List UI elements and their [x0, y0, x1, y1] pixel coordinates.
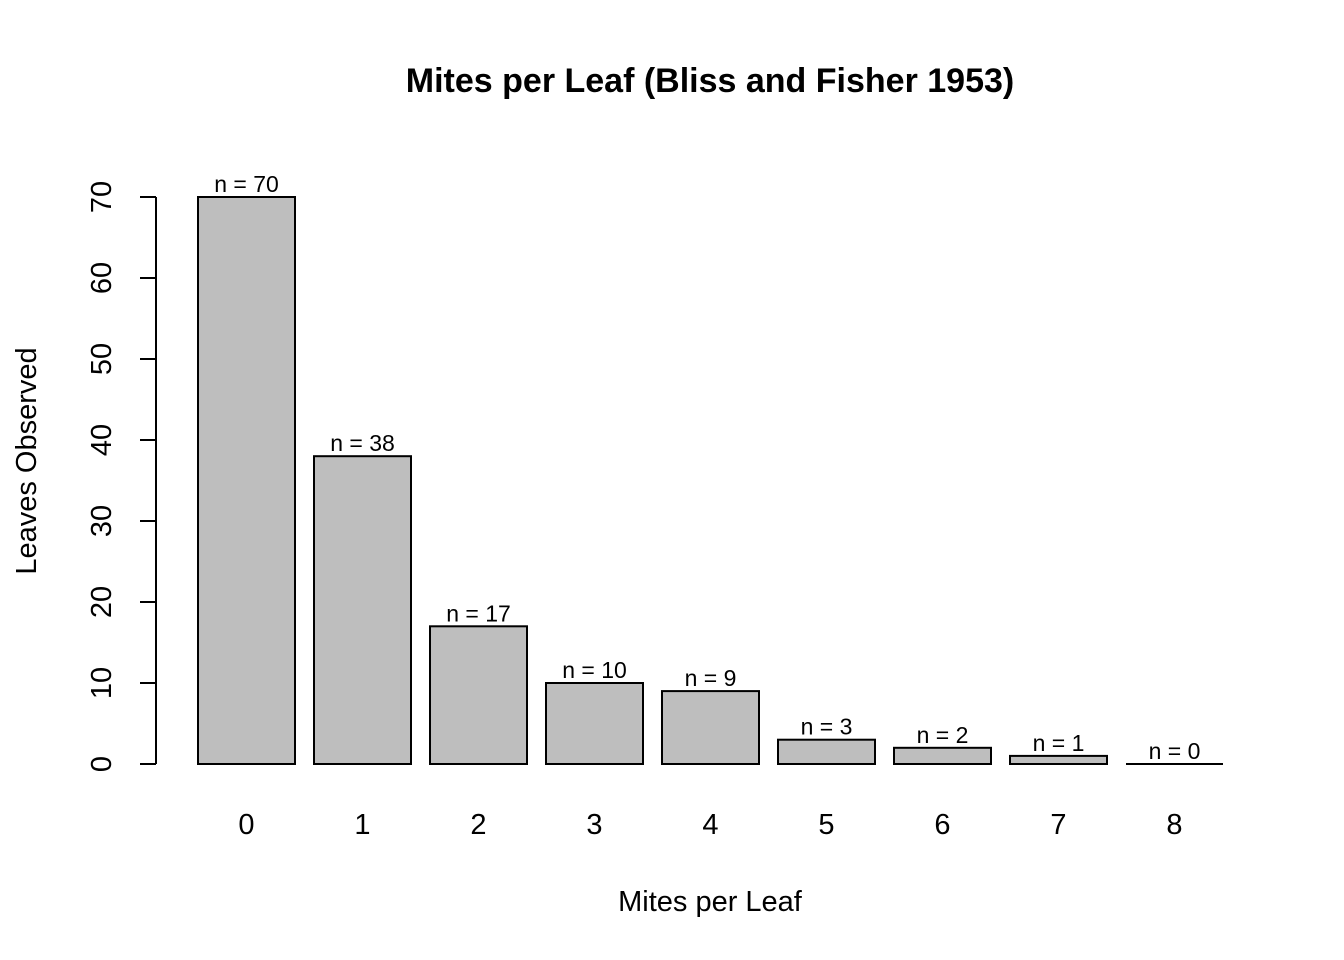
- y-tick-label: 0: [86, 756, 118, 772]
- bar-data-label: n = 3: [801, 714, 853, 740]
- chart-title: Mites per Leaf (Bliss and Fisher 1953): [406, 62, 1014, 100]
- bar-data-label: n = 17: [446, 600, 511, 626]
- bar-data-label: n = 0: [1149, 738, 1201, 764]
- data-labels: n = 70 n = 38 n = 17 n = 10 n = 9 n = 3 n = 2 n…: [214, 171, 1200, 764]
- x-tick-label: 5: [818, 809, 834, 841]
- bar-4: [661, 690, 760, 765]
- bar-data-label: n = 10: [562, 657, 627, 683]
- x-tick-label: 3: [586, 809, 602, 841]
- x-tick-label: 7: [1050, 809, 1066, 841]
- x-tick-label: 6: [934, 809, 950, 841]
- y-axis-label: Leaves Observed: [11, 347, 43, 574]
- y-tick-label: 70: [86, 181, 118, 213]
- bar-data-label: n = 9: [685, 665, 737, 691]
- y-tick-label: 50: [86, 343, 118, 375]
- x-tick-label: 1: [354, 809, 370, 841]
- bar-3: [545, 682, 644, 765]
- bar-2: [429, 625, 528, 765]
- bar-data-label: n = 1: [1033, 730, 1085, 756]
- bar-1: [313, 455, 412, 765]
- x-tick-label: 0: [238, 809, 254, 841]
- bar-data-label: n = 38: [330, 430, 395, 456]
- bar-5: [777, 738, 876, 766]
- bar-data-label: n = 2: [917, 722, 969, 748]
- y-tick-label: 10: [86, 667, 118, 699]
- bar-7: [1009, 754, 1108, 766]
- bar-6: [893, 746, 992, 765]
- bar-0: [197, 196, 296, 765]
- bars: [197, 196, 1223, 766]
- bar-data-label: n = 70: [214, 171, 279, 197]
- x-tick-label: 8: [1166, 809, 1182, 841]
- y-tick-label: 40: [86, 424, 118, 456]
- x-tick-label: 2: [470, 809, 486, 841]
- y-tick-label: 30: [86, 505, 118, 537]
- y-tick-label: 20: [86, 586, 118, 618]
- x-axis-tick-labels: 0 1 2 3 4 5 6 7 8: [238, 809, 1182, 841]
- y-axis-ticks: 0 10 20 30 40 50 60 70: [86, 181, 156, 772]
- x-tick-label: 4: [702, 809, 718, 841]
- x-axis-label: Mites per Leaf: [618, 886, 803, 918]
- y-tick-label: 60: [86, 262, 118, 294]
